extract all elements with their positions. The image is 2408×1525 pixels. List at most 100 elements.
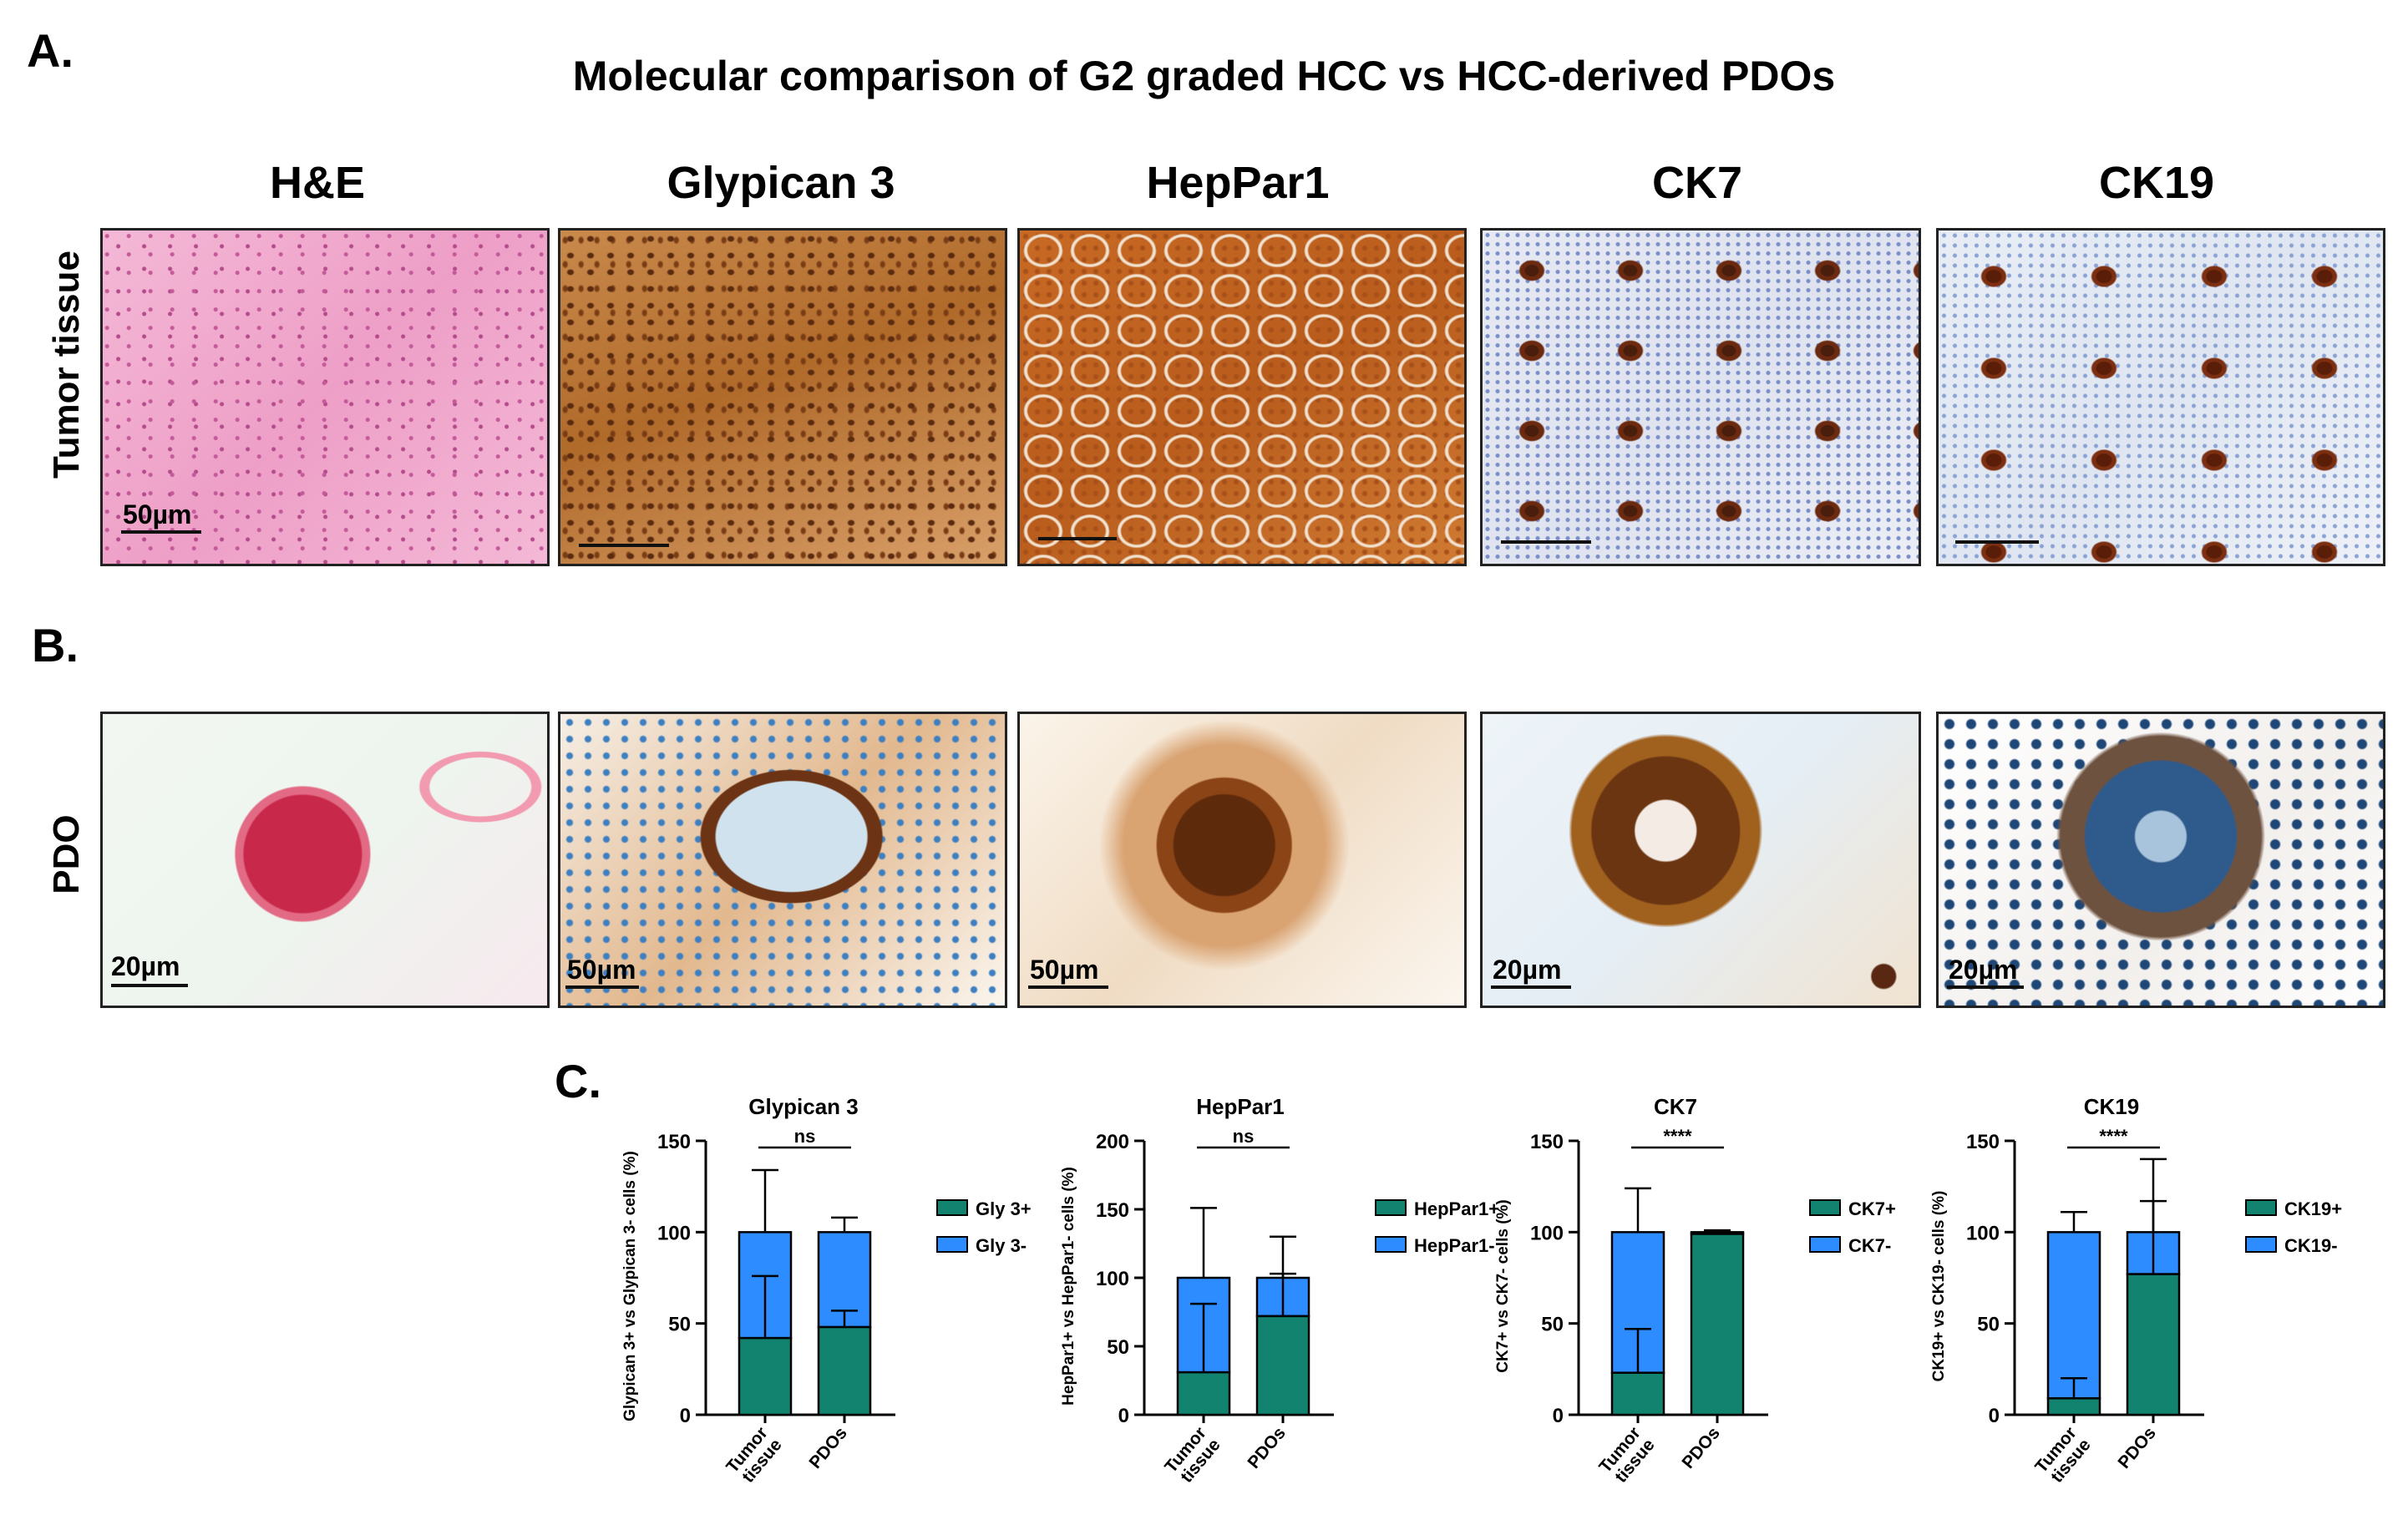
y-tick-label: 100 bbox=[1096, 1268, 1129, 1290]
y-tick-label: 200 bbox=[1096, 1131, 1129, 1153]
chart-title: Glypican 3 bbox=[748, 1094, 859, 1119]
legend-label: CK19- bbox=[2284, 1235, 2338, 1256]
legend-label: HepPar1- bbox=[1414, 1235, 1495, 1256]
scale-label: 20µm bbox=[1949, 955, 2018, 985]
scale-bar bbox=[111, 984, 188, 987]
y-axis-label: CK7+ vs CK7- cells (%) bbox=[1494, 1199, 1512, 1373]
bar-positive bbox=[2046, 1397, 2101, 1416]
x-tick-label-line: PDOs bbox=[1678, 1423, 1723, 1472]
legend-swatch bbox=[2245, 1236, 2277, 1253]
significance-label: ns bbox=[1233, 1126, 1255, 1147]
y-tick-label: 50 bbox=[1977, 1314, 2000, 1336]
micrograph-tumor-ck7 bbox=[1480, 228, 1921, 566]
y-tick-label: 0 bbox=[1989, 1405, 2000, 1427]
panel-label-c: C. bbox=[555, 1055, 601, 1107]
bar-positive bbox=[1610, 1371, 1665, 1416]
scale-bar bbox=[121, 530, 201, 534]
x-tick-label: Tumortissue bbox=[722, 1423, 785, 1488]
y-tick-label: 150 bbox=[1966, 1131, 2000, 1153]
scale-label: 20µm bbox=[111, 951, 180, 981]
scale-label: 50µm bbox=[567, 955, 636, 985]
column-header-ck19: CK19 bbox=[2098, 158, 2215, 208]
chart-title: CK19 bbox=[2084, 1094, 2139, 1119]
bar-positive bbox=[738, 1336, 793, 1416]
legend-swatch bbox=[1375, 1236, 1407, 1253]
bar-negative bbox=[2046, 1231, 2101, 1400]
micrograph-tumor-ck19 bbox=[1936, 228, 2385, 566]
chart-title: CK7 bbox=[1654, 1094, 1697, 1119]
column-header-heppar1: HepPar1 bbox=[1146, 158, 1330, 208]
y-tick-label: 0 bbox=[680, 1405, 691, 1427]
legend-label: CK7- bbox=[1848, 1235, 1891, 1256]
y-tick-label: 0 bbox=[1553, 1405, 1564, 1427]
x-tick-label: Tumortissue bbox=[1161, 1423, 1224, 1488]
column-header-ck7: CK7 bbox=[1651, 158, 1743, 208]
scale-bar bbox=[1501, 540, 1591, 544]
bar-positive bbox=[2126, 1273, 2181, 1416]
scale-bar bbox=[1038, 537, 1117, 540]
scale-label: 20µm bbox=[1493, 955, 1562, 985]
y-tick-label: 100 bbox=[657, 1222, 691, 1244]
micrograph-pdo-he: 20µm bbox=[100, 712, 550, 1008]
figure-title: Molecular comparison of G2 graded HCC vs… bbox=[572, 53, 1836, 99]
column-header-glypican3: Glypican 3 bbox=[667, 158, 895, 208]
scale-bar bbox=[1028, 985, 1108, 989]
x-tick-label: PDOs bbox=[805, 1423, 850, 1472]
x-tick-label: PDOs bbox=[2114, 1423, 2159, 1472]
scale-bar bbox=[579, 544, 669, 547]
bar-positive bbox=[1176, 1370, 1231, 1416]
bar-positive bbox=[817, 1325, 872, 1416]
scale-label: 50µm bbox=[1030, 955, 1099, 985]
y-tick-label: 150 bbox=[657, 1131, 691, 1153]
significance-label: **** bbox=[2099, 1126, 2128, 1147]
x-tick-label: Tumortissue bbox=[1595, 1423, 1658, 1488]
scale-bar bbox=[565, 985, 639, 989]
chart-title: HepPar1 bbox=[1196, 1094, 1285, 1119]
y-axis-label: CK19+ vs CK19- cells (%) bbox=[1930, 1191, 1948, 1382]
bar-positive bbox=[1690, 1233, 1745, 1416]
legend-swatch bbox=[1809, 1199, 1841, 1216]
y-tick-label: 50 bbox=[1107, 1336, 1129, 1359]
x-tick-label-line: PDOs bbox=[1244, 1423, 1289, 1472]
panel-label-b: B. bbox=[32, 619, 79, 671]
y-tick-label: 150 bbox=[1530, 1131, 1564, 1153]
legend-swatch bbox=[936, 1199, 968, 1216]
y-tick-label: 150 bbox=[1096, 1199, 1129, 1222]
micrograph-pdo-ck19: 20µm bbox=[1936, 712, 2385, 1008]
scale-bar bbox=[1491, 985, 1571, 989]
y-tick-label: 50 bbox=[1541, 1314, 1564, 1336]
legend-swatch bbox=[936, 1236, 968, 1253]
significance-label: **** bbox=[1663, 1126, 1692, 1147]
legend-swatch bbox=[1809, 1236, 1841, 1253]
x-tick-label-line: PDOs bbox=[2114, 1423, 2159, 1472]
micrograph-pdo-ck7: 20µm bbox=[1480, 712, 1921, 1008]
micrograph-pdo-glypican3: 50µm bbox=[558, 712, 1007, 1008]
legend-label: CK19+ bbox=[2284, 1198, 2342, 1219]
scale-label: 50µm bbox=[123, 499, 192, 529]
legend-swatch bbox=[1375, 1199, 1407, 1216]
x-tick-label: Tumortissue bbox=[2031, 1423, 2094, 1488]
y-tick-label: 0 bbox=[1118, 1405, 1129, 1427]
y-axis-label: Glypican 3+ vs Glypican 3- cells (%) bbox=[621, 1151, 639, 1421]
x-tick-label: PDOs bbox=[1244, 1423, 1289, 1472]
scale-bar bbox=[1947, 985, 2024, 989]
y-tick-label: 50 bbox=[668, 1314, 691, 1336]
y-tick-label: 100 bbox=[1530, 1222, 1564, 1244]
legend-swatch bbox=[2245, 1199, 2277, 1216]
significance-label: ns bbox=[794, 1126, 816, 1147]
micrograph-tumor-glypican3 bbox=[558, 228, 1007, 566]
legend-label: CK7+ bbox=[1848, 1198, 1896, 1219]
legend-label: Gly 3- bbox=[976, 1235, 1027, 1256]
y-axis-label: HepPar1+ vs HepPar1- cells (%) bbox=[1060, 1167, 1077, 1406]
micrograph-tumor-heppar1 bbox=[1017, 228, 1467, 566]
x-tick-label: PDOs bbox=[1678, 1423, 1723, 1472]
micrograph-tumor-he: 50µm bbox=[100, 228, 550, 566]
column-header-he: H&E bbox=[269, 158, 365, 208]
legend-label: HepPar1+ bbox=[1414, 1198, 1499, 1219]
bar-positive bbox=[1255, 1315, 1310, 1416]
x-tick-label-line: PDOs bbox=[805, 1423, 850, 1472]
legend-label: Gly 3+ bbox=[976, 1198, 1032, 1219]
panel-label-a: A. bbox=[27, 24, 74, 77]
micrograph-pdo-heppar1: 50µm bbox=[1017, 712, 1467, 1008]
